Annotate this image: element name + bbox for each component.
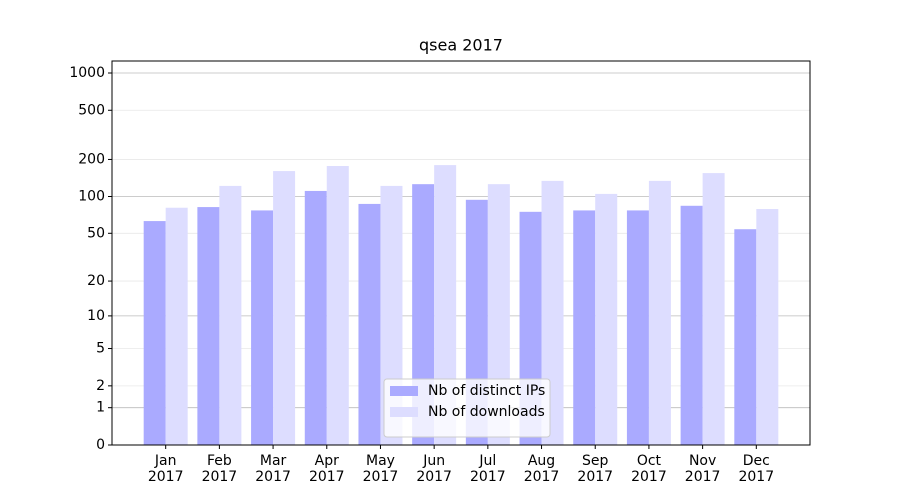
- y-tick-label: 50: [87, 225, 105, 241]
- y-tick-label: 200: [78, 151, 105, 167]
- bar: [219, 185, 242, 445]
- bar: [734, 229, 757, 445]
- y-tick-label: 10: [87, 308, 105, 324]
- y-tick-label: 5: [96, 341, 105, 357]
- x-tick-label: Mar 2017: [255, 453, 291, 485]
- bar: [573, 210, 596, 445]
- bar: [648, 180, 671, 445]
- legend-swatch: [390, 407, 418, 417]
- legend-box: [383, 378, 551, 438]
- x-tick-label: May 2017: [363, 453, 399, 485]
- bar: [702, 173, 725, 445]
- legend-label: Nb of distinct IPs: [428, 383, 545, 399]
- chart-title: qsea 2017: [419, 36, 503, 55]
- x-tick-label: Jun 2017: [416, 453, 452, 485]
- x-tick-label: Sep 2017: [577, 453, 613, 485]
- plot-frame: [111, 60, 811, 446]
- x-tick-label: Nov 2017: [685, 453, 721, 485]
- bar: [358, 203, 381, 445]
- bar: [326, 165, 349, 445]
- x-tick-label: Jan 2017: [148, 453, 184, 485]
- y-tick-label: 500: [78, 102, 105, 118]
- bar: [595, 193, 618, 445]
- y-tick-label: 20: [87, 273, 105, 289]
- bar: [165, 207, 188, 445]
- bar: [143, 221, 166, 445]
- bar: [197, 207, 220, 445]
- bar: [680, 205, 703, 445]
- legend-swatch: [390, 386, 418, 396]
- bar: [434, 165, 457, 445]
- bar: [626, 210, 649, 445]
- y-tick-label: 1000: [69, 65, 105, 81]
- x-tick-label: Aug 2017: [524, 453, 560, 485]
- y-tick-label: 100: [78, 189, 105, 205]
- x-tick-label: Dec 2017: [738, 453, 774, 485]
- x-tick-label: Apr 2017: [309, 453, 345, 485]
- x-tick-label: Oct 2017: [631, 453, 667, 485]
- y-tick-label: 0: [96, 437, 105, 453]
- x-tick-label: Feb 2017: [202, 453, 238, 485]
- y-tick-label: 2: [96, 378, 105, 394]
- bar: [251, 210, 274, 445]
- bar: [273, 171, 296, 446]
- bar: [756, 209, 779, 445]
- legend-label: Nb of downloads: [428, 404, 545, 420]
- x-tick-label: Jul 2017: [470, 453, 506, 485]
- bar: [304, 190, 327, 445]
- y-tick-label: 1: [96, 400, 105, 416]
